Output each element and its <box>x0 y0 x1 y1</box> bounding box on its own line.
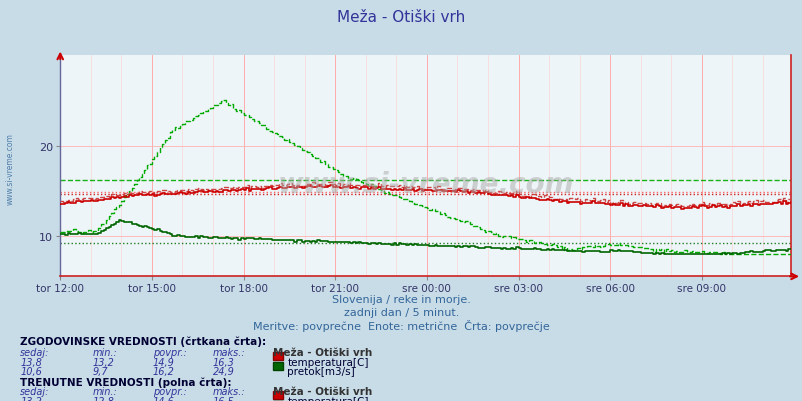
Text: 12,8: 12,8 <box>92 396 114 401</box>
Text: Slovenija / reke in morje.: Slovenija / reke in morje. <box>332 295 470 305</box>
Text: TRENUTNE VREDNOSTI (polna črta):: TRENUTNE VREDNOSTI (polna črta): <box>20 376 231 387</box>
Text: temperatura[C]: temperatura[C] <box>287 357 368 367</box>
Text: 13,2: 13,2 <box>20 396 42 401</box>
Text: 14,9: 14,9 <box>152 357 174 367</box>
Text: 10,6: 10,6 <box>20 367 42 377</box>
Text: 24,9: 24,9 <box>213 367 234 377</box>
Text: 16,3: 16,3 <box>213 357 234 367</box>
Text: 13,8: 13,8 <box>20 357 42 367</box>
Text: Meža - Otiški vrh: Meža - Otiški vrh <box>337 10 465 25</box>
Text: Meritve: povprečne  Enote: metrične  Črta: povprečje: Meritve: povprečne Enote: metrične Črta:… <box>253 319 549 331</box>
Text: min.:: min.: <box>92 386 117 396</box>
Text: 9,7: 9,7 <box>92 367 107 377</box>
Text: povpr.:: povpr.: <box>152 386 186 396</box>
Text: 16,2: 16,2 <box>152 367 174 377</box>
Text: sedaj:: sedaj: <box>20 347 50 357</box>
Text: zadnji dan / 5 minut.: zadnji dan / 5 minut. <box>343 307 459 317</box>
Text: maks.:: maks.: <box>213 386 245 396</box>
Text: www.si-vreme.com: www.si-vreme.com <box>277 170 573 198</box>
Text: 16,5: 16,5 <box>213 396 234 401</box>
Text: povpr.:: povpr.: <box>152 347 186 357</box>
Text: www.si-vreme.com: www.si-vreme.com <box>6 133 15 204</box>
Text: min.:: min.: <box>92 347 117 357</box>
Text: maks.:: maks.: <box>213 347 245 357</box>
Text: 13,2: 13,2 <box>92 357 114 367</box>
Text: pretok[m3/s]: pretok[m3/s] <box>287 367 354 377</box>
Text: Meža - Otiški vrh: Meža - Otiški vrh <box>273 386 372 396</box>
Text: sedaj:: sedaj: <box>20 386 50 396</box>
Text: 14,6: 14,6 <box>152 396 174 401</box>
Text: temperatura[C]: temperatura[C] <box>287 396 368 401</box>
Text: Meža - Otiški vrh: Meža - Otiški vrh <box>273 347 372 357</box>
Text: ZGODOVINSKE VREDNOSTI (črtkana črta):: ZGODOVINSKE VREDNOSTI (črtkana črta): <box>20 336 266 346</box>
